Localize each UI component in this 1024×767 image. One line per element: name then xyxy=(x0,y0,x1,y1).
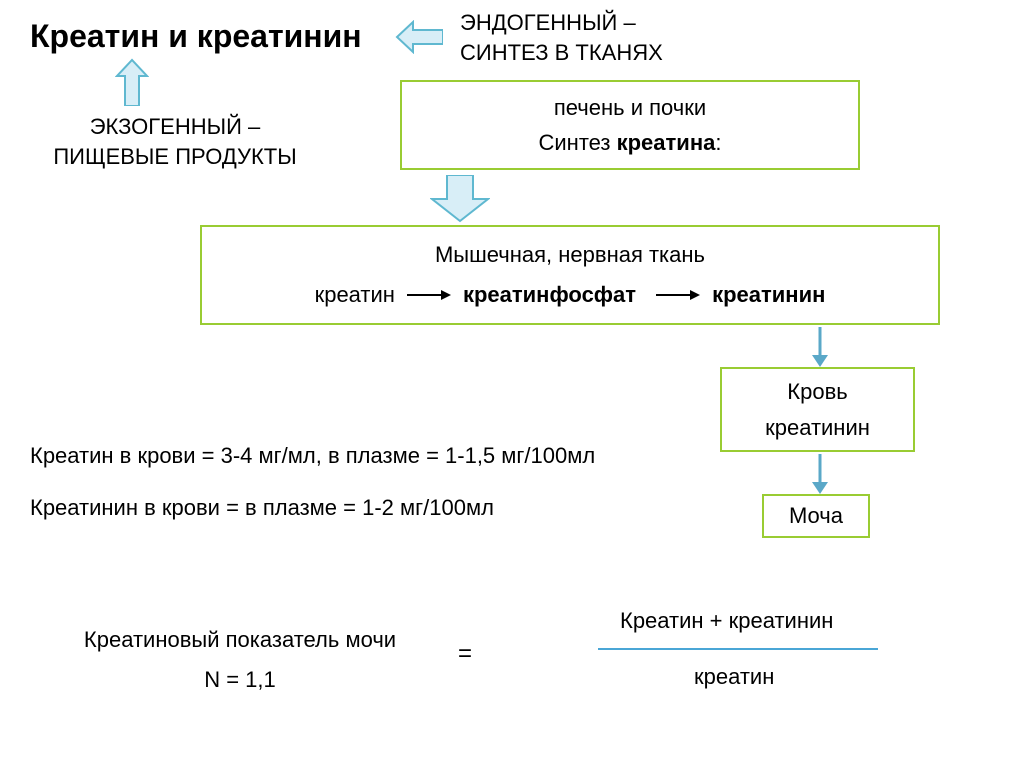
formula-label-1: Креатиновый показатель мочи xyxy=(70,620,410,660)
box-blood: Кровь креатинин xyxy=(720,367,915,452)
creatinine-blood-value: Креатинин в крови = в плазме = 1-2 мг/10… xyxy=(30,495,494,521)
formula-denominator: креатин xyxy=(694,664,774,690)
arrow-left-from-endogenous xyxy=(395,20,443,54)
arrow-up-from-exogenous xyxy=(115,58,149,106)
box1-line1: печень и почки xyxy=(554,90,706,125)
box1-line2: Синтез креатина: xyxy=(539,125,722,160)
exogenous-line1: ЭКЗОГЕННЫЙ – xyxy=(45,112,305,142)
endogenous-line1: ЭНДОГЕННЫЙ – xyxy=(460,8,663,38)
arrow-down-to-urine xyxy=(808,454,832,494)
fraction-line xyxy=(598,648,878,650)
box2-chain: креатин креатинфосфат креатинин xyxy=(315,282,826,308)
formula-numerator: Креатин + креатинин xyxy=(620,608,833,634)
formula-label-2: N = 1,1 xyxy=(70,660,410,700)
creatine-blood-value: Креатин в крови = 3-4 мг/мл, в плазме = … xyxy=(30,443,595,469)
box1-line2-suffix: : xyxy=(715,130,721,155)
box3-line2: креатинин xyxy=(765,410,870,445)
chain-creatinine: креатинин xyxy=(712,282,825,308)
endogenous-label: ЭНДОГЕННЫЙ – СИНТЕЗ В ТКАНЯХ xyxy=(460,8,663,67)
chain-arrow-1 xyxy=(407,289,451,301)
box1-line2-bold: креатина xyxy=(617,130,716,155)
chain-arrow-2 xyxy=(656,289,700,301)
box-muscle-chain: Мышечная, нервная ткань креатин креатинф… xyxy=(200,225,940,325)
box1-line2-prefix: Синтез xyxy=(539,130,617,155)
arrow-down-to-blood xyxy=(808,327,832,367)
box-liver-kidneys: печень и почки Синтез креатина: xyxy=(400,80,860,170)
formula-label: Креатиновый показатель мочи N = 1,1 xyxy=(70,620,410,699)
box2-line1: Мышечная, нервная ткань xyxy=(435,242,705,268)
chain-creatine-phosphate: креатинфосфат xyxy=(463,282,636,308)
exogenous-label: ЭКЗОГЕННЫЙ – ПИЩЕВЫЕ ПРОДУКТЫ xyxy=(45,112,305,171)
chain-creatine: креатин xyxy=(315,282,395,308)
box-urine: Моча xyxy=(762,494,870,538)
endogenous-line2: СИНТЕЗ В ТКАНЯХ xyxy=(460,38,663,68)
arrow-down-to-muscle xyxy=(430,175,490,223)
box3-line1: Кровь xyxy=(787,374,847,409)
equals-sign: = xyxy=(458,640,472,668)
exogenous-line2: ПИЩЕВЫЕ ПРОДУКТЫ xyxy=(45,142,305,172)
page-title: Креатин и креатинин xyxy=(30,18,362,55)
box4-text: Моча xyxy=(789,503,843,529)
